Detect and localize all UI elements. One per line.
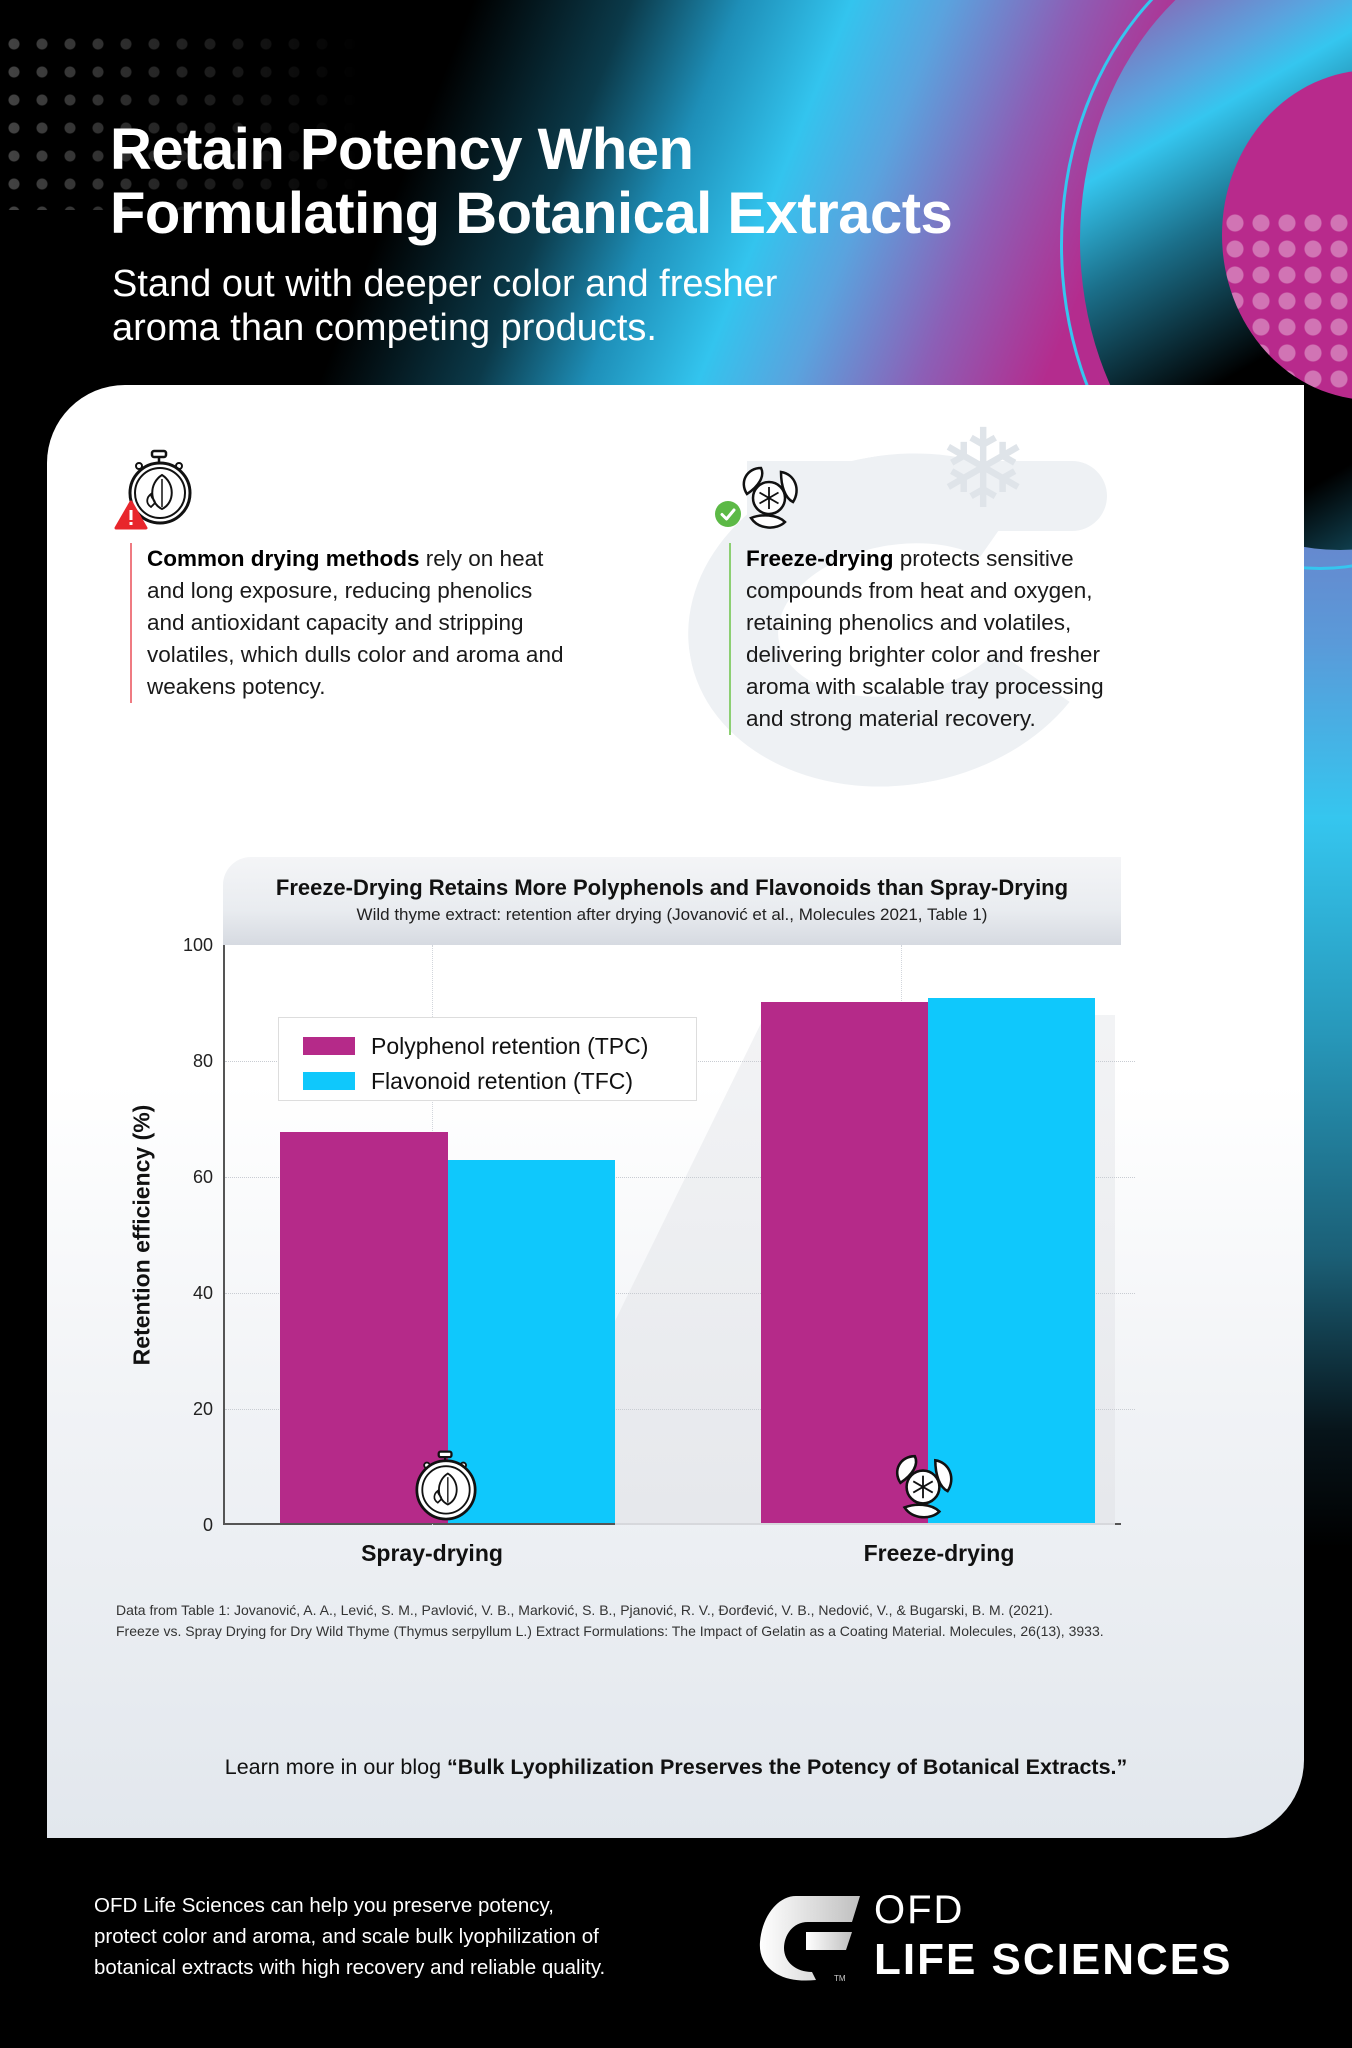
y-tick-40: 40 [192,1283,213,1303]
bar-freeze-tpc [761,1002,928,1523]
legend-swatch-tfc [303,1072,355,1090]
blog-link[interactable]: Learn more in our blog “Bulk Lyophilizat… [224,1755,1128,1779]
y-tick-80: 80 [192,1051,213,1071]
gridline-20 [225,1409,1135,1410]
y-tick-0: 0 [202,1515,213,1535]
logo-watermark-bar [747,461,1107,531]
legend-item-tpc: Polyphenol retention (TPC) [303,1033,648,1059]
x-label-freeze-drying: Freeze-drying [863,1540,1015,1566]
snowflake-leaves-icon [882,1448,964,1530]
logo-mark-icon [759,1896,860,1981]
y-tick-20: 20 [192,1399,213,1419]
bar-freeze-tfc [928,998,1095,1523]
company-logo: OFD LIFE SCIENCES TM [756,1888,1256,1988]
snowflake-leaves-icon [729,460,819,550]
checkmark-circle-icon [714,500,742,528]
blog-title[interactable]: “Bulk Lyophilization Preserves the Poten… [447,1755,1128,1779]
legend-swatch-tpc [303,1037,355,1055]
snowflake-watermark-icon: ❄ [937,408,1030,531]
chart-plot-area: 100 80 60 40 20 0 [183,935,1135,1535]
warning-triangle-icon [114,500,148,530]
chart-subtitle: Wild thyme extract: retention after dryi… [356,905,988,924]
method-description: Freeze-drying protects sensitive compoun… [729,543,1189,735]
legend-item-tfc: Flavonoid retention (TFC) [303,1068,633,1094]
footer-description: OFD Life Sciences can help you preserve … [94,1894,606,1979]
stopwatch-leaf-flame-icon [115,447,205,537]
chart-title: Freeze-Drying Retains More Polyphenols a… [275,875,1069,900]
page-title: Retain Potency When Formulating Botanica… [110,117,953,246]
halftone-dots-decoration [0,30,360,210]
gridline-60 [225,1177,1135,1178]
chart-legend: Polyphenol retention (TPC) Flavonoid ret… [278,1017,697,1101]
chart-header: Freeze-Drying Retains More Polyphenols a… [223,857,1121,945]
logo-text-ofd: OFD [874,1888,965,1932]
y-tick-100: 100 [182,935,213,955]
stopwatch-leaf-flame-icon [405,1448,487,1530]
logo-text-life-sciences: LIFE SCIENCES [874,1935,1233,1984]
data-citation: Data from Table 1: Jovanović, A. A., Lev… [116,1602,1104,1639]
method-description: Common drying methods rely on heat and l… [130,543,650,703]
page-subtitle: Stand out with deeper color and fresher … [112,263,778,349]
trademark-symbol: TM [834,1974,846,1983]
gradient-edge-decoration [1304,380,1352,1840]
x-label-spray-drying: Spray-drying [361,1540,503,1566]
bar-spray-tfc [448,1159,615,1523]
y-axis-label: Retention efficiency (%) [128,1104,155,1366]
y-tick-60: 60 [192,1167,213,1187]
gridline-40 [225,1293,1135,1294]
bar-spray-tpc [280,1132,448,1523]
